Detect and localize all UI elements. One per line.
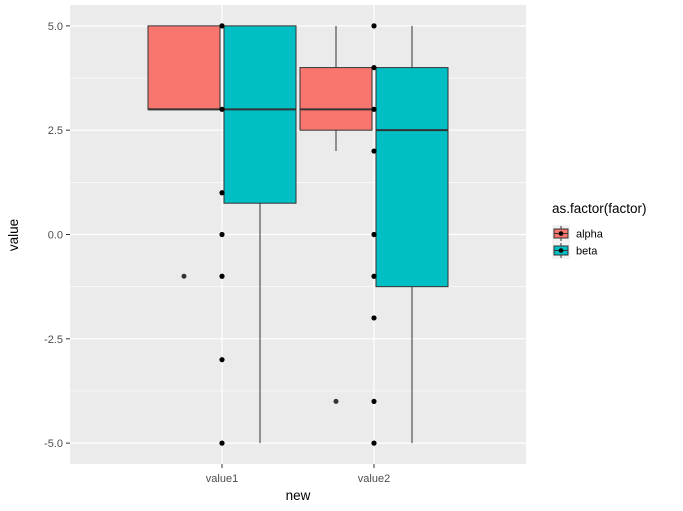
data-point bbox=[371, 273, 377, 279]
data-point bbox=[219, 273, 225, 279]
y-tick-label: -5.0 bbox=[44, 438, 63, 450]
data-point bbox=[219, 106, 225, 112]
legend-label: alpha bbox=[576, 229, 604, 241]
box-body bbox=[147, 25, 221, 110]
y-axis-title: value bbox=[6, 219, 21, 251]
box-body bbox=[375, 67, 449, 288]
legend-title: as.factor(factor) bbox=[552, 201, 647, 216]
box-beta-value1 bbox=[223, 25, 297, 444]
data-point bbox=[371, 231, 377, 238]
legend: as.factor(factor) alpha beta bbox=[552, 201, 647, 259]
legend-entry-beta: beta bbox=[552, 242, 598, 259]
data-point bbox=[371, 315, 377, 321]
boxes bbox=[147, 25, 449, 444]
legend-key-point bbox=[558, 248, 564, 253]
data-points bbox=[219, 23, 377, 446]
data-point bbox=[371, 398, 377, 405]
box-body bbox=[299, 67, 373, 131]
data-point bbox=[219, 23, 225, 29]
legend-label: beta bbox=[576, 246, 598, 258]
legend-entry-alpha: alpha bbox=[552, 225, 604, 242]
data-point bbox=[219, 440, 225, 446]
data-point bbox=[371, 64, 377, 71]
y-tick-label: 0.0 bbox=[48, 230, 63, 242]
outlier-point bbox=[333, 398, 339, 404]
x-tick-label: value2 bbox=[358, 473, 390, 485]
y-tick-label: 5.0 bbox=[48, 21, 63, 33]
legend-key-point bbox=[558, 231, 564, 236]
data-point bbox=[371, 148, 377, 154]
data-point bbox=[219, 190, 225, 196]
outlier-point bbox=[181, 273, 187, 279]
data-point bbox=[219, 231, 225, 238]
x-axis-title: new bbox=[286, 488, 311, 503]
y-axis-ticks: -5.0 -2.5 0.0 2.5 5.0 bbox=[44, 21, 70, 450]
data-point bbox=[219, 357, 225, 363]
legend-keys: alpha beta bbox=[552, 225, 604, 259]
y-tick-label: 2.5 bbox=[48, 125, 63, 137]
box-beta-value2 bbox=[375, 25, 449, 444]
data-point bbox=[371, 106, 377, 112]
box-body bbox=[223, 25, 297, 204]
x-tick-label: value1 bbox=[206, 473, 238, 485]
x-axis-ticks: value1 value2 bbox=[206, 464, 390, 485]
data-point bbox=[371, 440, 377, 446]
data-point bbox=[371, 23, 377, 29]
box-alpha-value1 bbox=[147, 25, 221, 279]
box-alpha-value2 bbox=[299, 25, 373, 404]
y-tick-label: -2.5 bbox=[44, 334, 63, 346]
